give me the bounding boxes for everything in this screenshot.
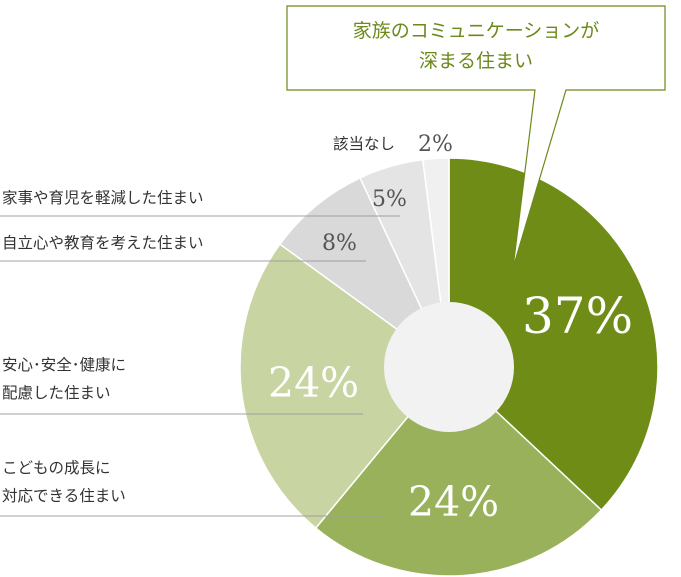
label-gaitou: 該当なし [333,135,395,153]
label-kaji: 家事や育児を軽減した住まい [2,189,204,207]
label-anshin-line1: 安心･安全･健康に [2,356,126,374]
pie-slice-anshin [239,243,451,530]
callout-line1: 家族のコミュニケーションが [353,20,600,42]
value-label-gaitou: 2% [418,132,453,157]
value-label-jiritsu: 8% [322,231,357,256]
value-label-family: 37% [522,287,633,345]
pie-slices [239,157,659,577]
value-label-anshin: 24% [268,359,359,407]
value-label-kaji: 5% [372,187,407,212]
label-jiritsu: 自立心や教育を考えた住まい [2,234,204,252]
callout-box [286,5,666,269]
pie-slice-family [448,157,659,512]
value-label-kodomo: 24% [408,478,499,526]
callout-line2: 深まる住まい [419,50,533,72]
label-anshin-line2: 配慮した住まい [2,384,111,402]
label-kodomo-line2: 対応できる住まい [2,487,126,505]
label-kodomo-line1: こどもの成長に [2,459,111,477]
pie-slice-kodomo [314,365,603,577]
pie-center-hole [384,302,514,432]
